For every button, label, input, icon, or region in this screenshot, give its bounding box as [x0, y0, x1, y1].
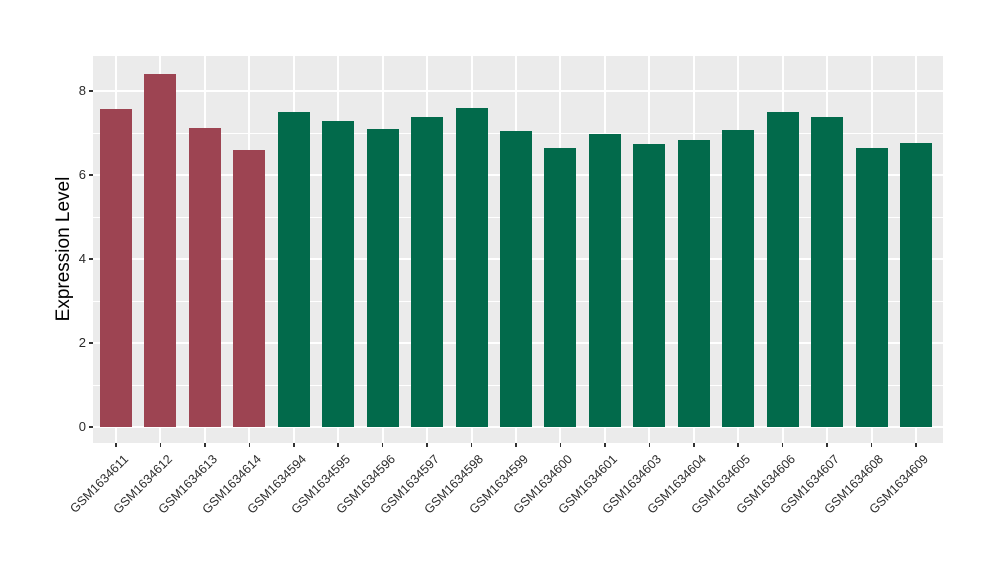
h-gridline-major — [93, 90, 943, 92]
x-tick — [115, 443, 117, 447]
y-tick — [89, 426, 93, 428]
bar-GSM1634598 — [455, 107, 488, 427]
x-tick — [737, 443, 739, 447]
bar-GSM1634609 — [899, 143, 932, 427]
bar-GSM1634594 — [277, 112, 310, 427]
y-tick-label: 2 — [78, 335, 86, 350]
y-tick-label: 6 — [78, 167, 86, 182]
x-tick — [915, 443, 917, 447]
x-tick — [781, 443, 784, 447]
x-tick — [515, 443, 517, 447]
x-tick — [293, 443, 295, 447]
y-axis-title: Expression Level — [53, 176, 74, 322]
x-tick — [470, 443, 473, 447]
h-gridline-major — [93, 426, 943, 428]
x-tick — [381, 443, 384, 447]
bar-GSM1634597 — [411, 117, 444, 427]
bar-GSM1634600 — [544, 148, 577, 427]
bar-GSM1634603 — [633, 143, 666, 427]
x-tick — [693, 443, 695, 447]
x-tick — [559, 443, 562, 447]
bar-GSM1634608 — [855, 148, 888, 427]
bar-GSM1634599 — [499, 130, 532, 427]
bar-GSM1634607 — [811, 117, 844, 427]
bar-GSM1634606 — [766, 112, 799, 427]
plot-panel — [93, 56, 943, 443]
bar-GSM1634604 — [677, 140, 710, 427]
x-tick — [870, 443, 873, 447]
x-tick — [604, 443, 606, 447]
bar-GSM1634605 — [722, 130, 755, 427]
y-tick — [89, 258, 93, 260]
bar-GSM1634595 — [322, 120, 355, 427]
y-tick-label: 8 — [78, 83, 86, 98]
bar-GSM1634601 — [588, 133, 621, 427]
x-tick — [826, 443, 828, 447]
x-tick — [248, 443, 251, 447]
y-tick — [89, 90, 93, 92]
x-tick — [648, 443, 651, 447]
bar-GSM1634596 — [366, 128, 399, 427]
bar-GSM1634614 — [233, 149, 266, 427]
x-tick — [426, 443, 428, 447]
y-tick-label: 4 — [78, 251, 86, 266]
y-tick — [89, 174, 93, 176]
x-tick — [337, 443, 339, 447]
bar-GSM1634613 — [188, 127, 221, 427]
bar-GSM1634612 — [144, 73, 177, 427]
y-tick — [89, 342, 93, 344]
y-tick-label: 0 — [78, 419, 86, 434]
x-tick — [204, 443, 206, 447]
x-tick — [159, 443, 162, 447]
bar-GSM1634611 — [100, 109, 132, 427]
